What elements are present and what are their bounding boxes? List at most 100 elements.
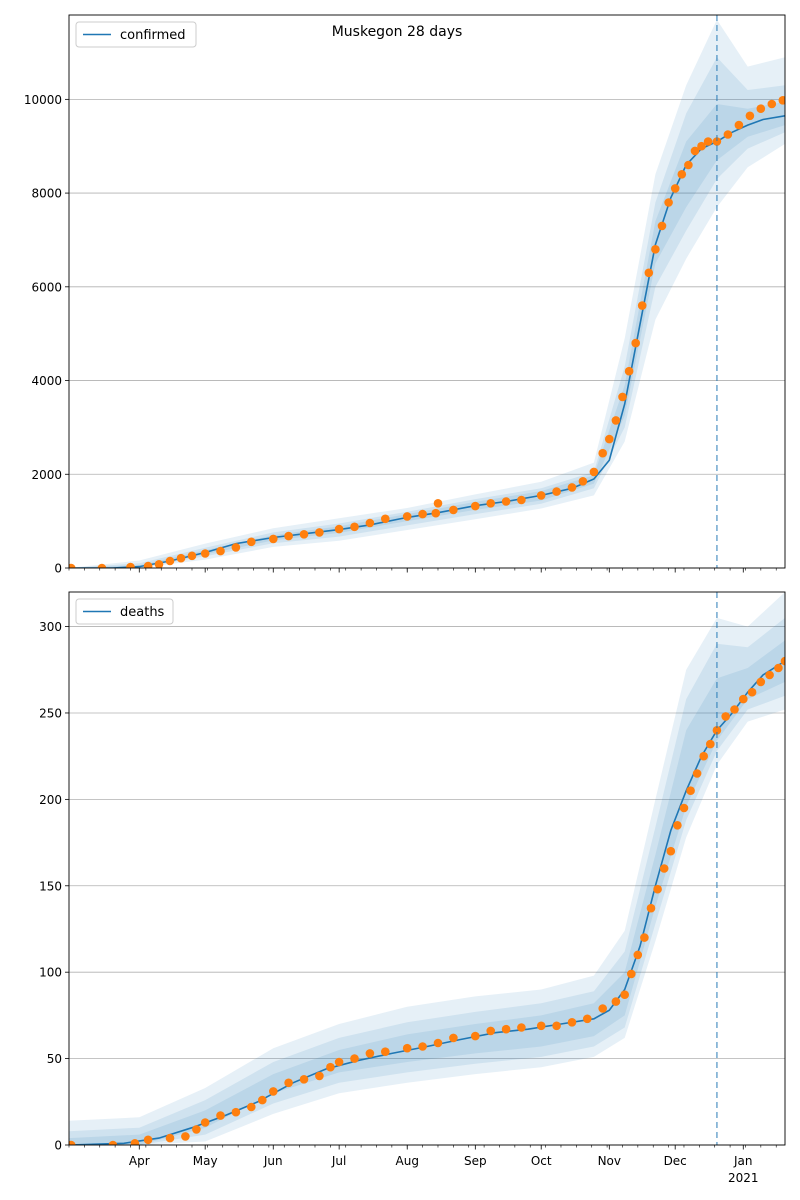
observed-point [567,483,577,492]
observed-point [269,534,278,544]
observed-point [247,1102,256,1112]
observed-point [703,137,713,146]
observed-point [381,1047,390,1056]
legend-box [75,21,197,48]
observed-point [765,670,774,680]
observed-point [69,1140,76,1145]
legend-box [75,598,174,625]
observed-point [778,96,785,105]
x-tick-label: Aug [396,1154,419,1168]
observed-point [774,663,783,673]
observed-point [657,221,667,231]
observed-point [231,543,241,552]
observed-point [315,1071,324,1081]
x-tick-label: Dec [664,1154,687,1168]
observed-point [723,130,733,139]
observed-point [449,505,458,515]
observed-point [471,1031,480,1041]
observed-point [552,487,561,496]
observed-point [730,705,739,714]
observed-point [69,563,76,568]
observed-point [706,739,715,749]
observed-point [721,712,730,721]
observed-point [200,1118,210,1127]
observed-point [747,687,757,697]
y-tick-label: 2000 [31,468,62,482]
observed-point [697,141,706,151]
observed-point [567,1018,577,1027]
observed-point [402,512,412,521]
observed-point [611,416,621,425]
observed-point [326,1062,335,1072]
observed-point [739,694,748,704]
observed-point [299,1075,309,1084]
x-tick-label: Apr [129,1154,150,1168]
x-tick-label: Sep [464,1154,487,1168]
legend-label: deaths [120,605,165,620]
observed-point [618,392,627,402]
observed-point [433,1038,443,1048]
observed-point [176,553,186,563]
y-tick-label: 300 [39,620,62,634]
observed-point [536,1021,546,1031]
uncertainty-band-0 [69,19,785,568]
y-tick-label: 6000 [31,280,62,294]
observed-point [187,551,197,561]
observed-point [154,560,164,568]
observed-point [583,1014,592,1024]
observed-point [686,786,695,795]
observed-point [684,160,693,170]
y-tick-label: 0 [54,1139,62,1153]
observed-point [471,501,480,511]
observed-point [350,522,359,532]
observed-point [130,1139,140,1145]
observed-point [108,1140,118,1145]
y-tick-label: 0 [54,562,62,576]
uncertainty-band-2 [69,640,785,1145]
observed-point [627,969,636,979]
observed-point [126,562,135,568]
observed-point [756,677,766,687]
y-tick-label: 100 [39,966,62,980]
observed-point [418,1042,427,1051]
observed-point [677,170,687,179]
legend-label: confirmed [120,28,186,43]
observed-point [690,146,700,156]
observed-point [165,556,175,566]
observed-point [334,1057,344,1067]
observed-point [517,1023,526,1032]
x-tick-label: Jul [331,1154,346,1168]
observed-point [692,769,702,778]
observed-point [745,111,755,121]
observed-point [365,1049,375,1058]
observed-point [637,301,647,310]
observed-point [666,846,676,856]
y-tick-label: 150 [39,879,62,893]
x-tick-label: Jun [263,1154,283,1168]
observed-point [699,751,708,761]
observed-point [402,1043,412,1053]
observed-point [673,821,682,830]
observed-point [517,495,526,505]
observed-point [712,726,722,735]
observed-point [756,104,766,113]
observed-point [165,1133,175,1143]
observed-point [143,1135,153,1145]
observed-point [664,198,673,207]
observed-point [651,245,660,254]
observed-point [192,1125,201,1134]
observed-point [97,563,107,568]
observed-point [552,1021,561,1031]
observed-point [624,366,634,376]
y-tick-label: 250 [39,706,62,720]
observed-point [216,546,225,556]
observed-point [350,1054,359,1063]
observed-point [433,499,443,508]
observed-point [679,803,689,813]
observed-point [284,1078,293,1088]
observed-point [449,1033,458,1043]
observed-point [620,990,629,999]
y-tick-label: 4000 [31,374,62,388]
observed-point [143,561,153,568]
